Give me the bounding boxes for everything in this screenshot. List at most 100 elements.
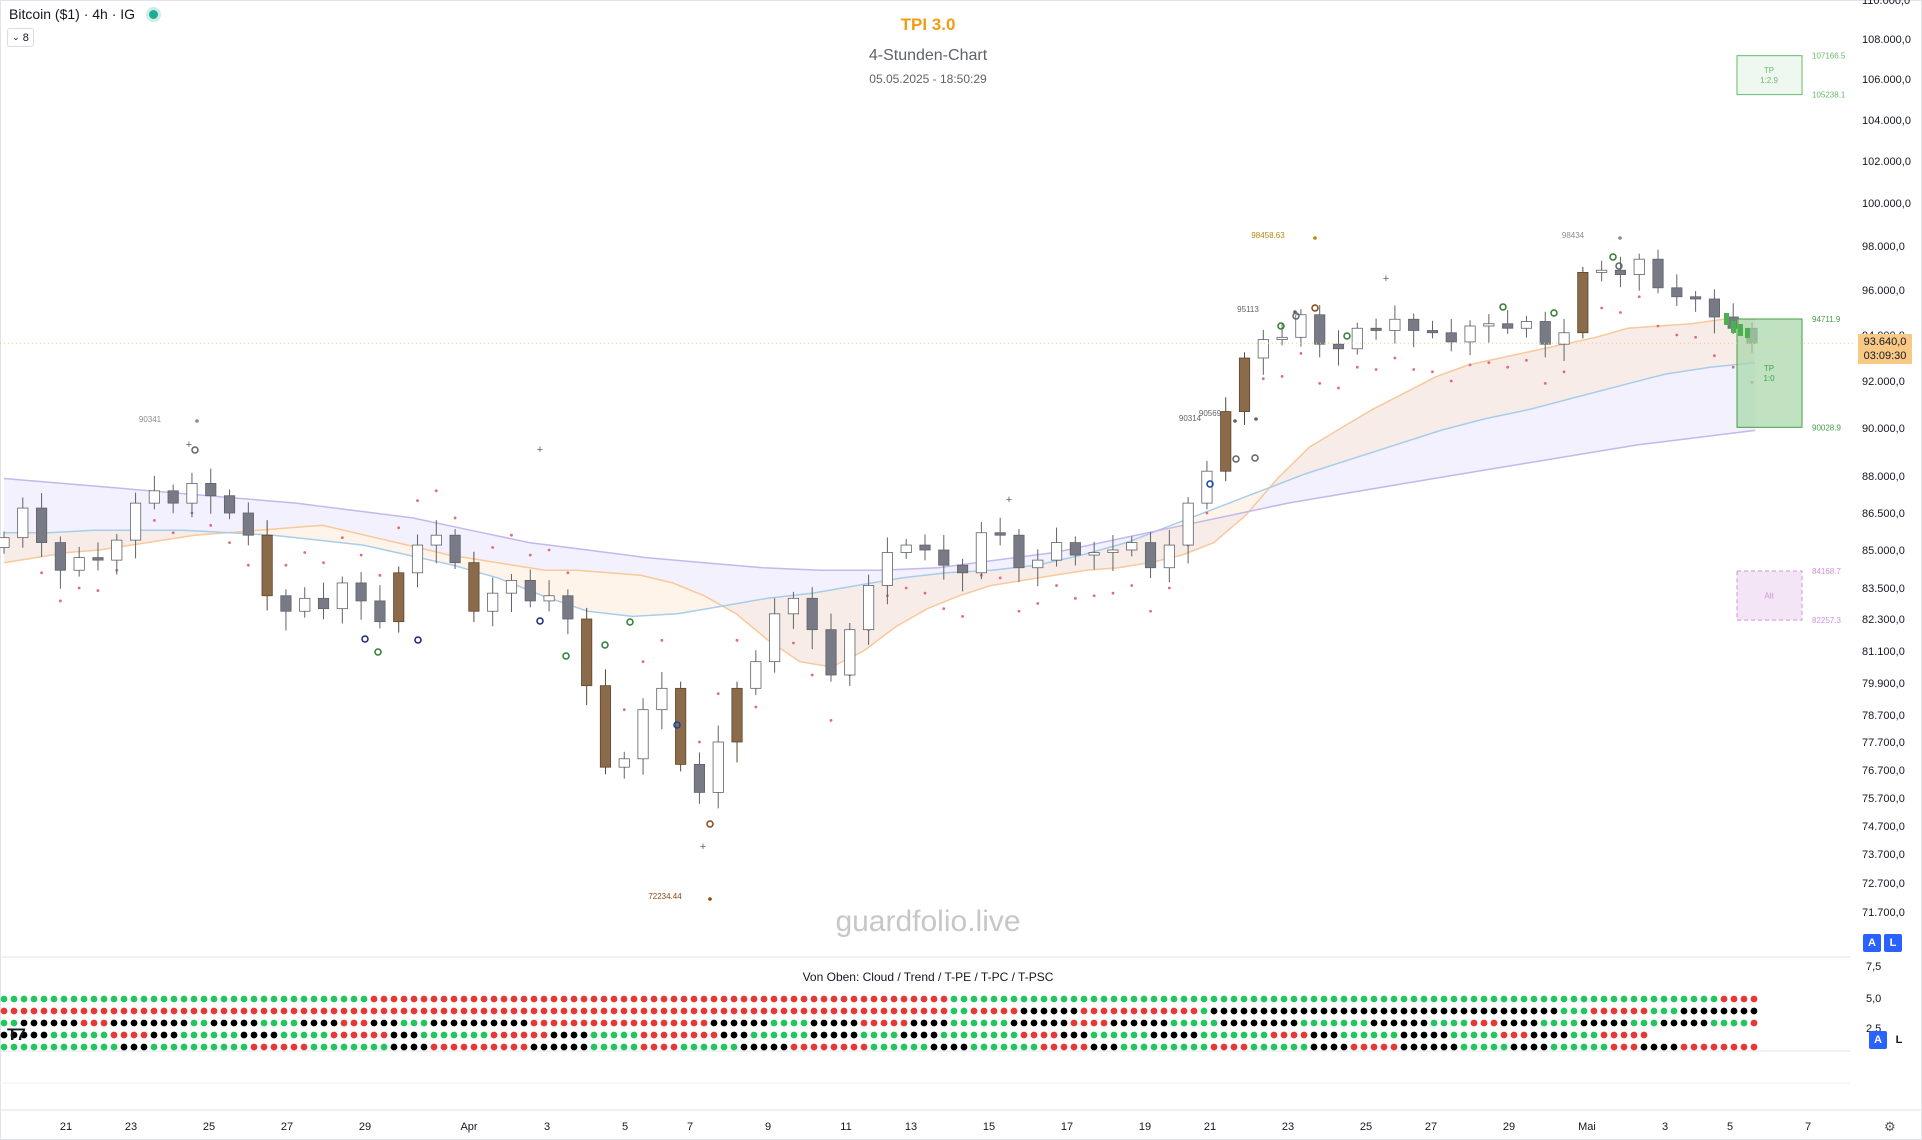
tradingview-logo[interactable]: T7 [7, 1025, 26, 1044]
indicator-dot [530, 1007, 538, 1015]
price-tick-label: 71.700,0 [1862, 907, 1905, 919]
indicator-dot [630, 1007, 638, 1015]
indicator-dot [240, 995, 248, 1003]
chart-title: TPI 3.0 [901, 15, 956, 34]
indicator-dot [1580, 995, 1588, 1003]
recent-signal-bar [1724, 313, 1729, 325]
indicator-dot [1120, 1031, 1128, 1039]
indicator-auto-scale-button[interactable]: A [1869, 1031, 1887, 1049]
indicator-dot [1460, 995, 1468, 1003]
indicator-dot [880, 995, 888, 1003]
indicator-dot [530, 995, 538, 1003]
candle-body [881, 552, 893, 586]
price-tick-label: 104.000,0 [1862, 115, 1911, 127]
indicator-dot [1590, 1007, 1598, 1015]
indicator-dot [620, 1019, 628, 1027]
indicator-dot [210, 1031, 218, 1039]
indicator-dot [1230, 1043, 1238, 1051]
indicator-dot [280, 1043, 288, 1051]
indicator-dot [890, 1031, 898, 1039]
signal-marker [414, 636, 422, 644]
indicator-dot [300, 1007, 308, 1015]
indicator-dot [0, 1043, 8, 1051]
indicator-dot [230, 1043, 238, 1051]
indicator-dot [1570, 1043, 1578, 1051]
candle-body [430, 534, 442, 546]
indicator-dot [1300, 995, 1308, 1003]
indicator-dot [590, 995, 598, 1003]
price-tick-label: 96.000,0 [1862, 285, 1905, 297]
candle-body [1201, 470, 1213, 504]
indicator-dot [860, 1007, 868, 1015]
signal-marker [706, 820, 714, 828]
indicator-dot [1600, 1019, 1608, 1027]
indicator-dot [0, 995, 8, 1003]
symbol-header[interactable]: Bitcoin ($1) · 4h · IG [9, 6, 159, 22]
candles [0, 249, 1758, 809]
indicator-dot [1470, 995, 1478, 1003]
indicator-dot [1140, 1031, 1148, 1039]
indicator-dot [460, 1019, 468, 1027]
indicator-dot [510, 1019, 518, 1027]
indicator-dot [540, 1043, 548, 1051]
indicator-dot [570, 1007, 578, 1015]
indicator-collapse-button[interactable]: ⌄ 8 [7, 28, 34, 47]
log-scale-button[interactable]: L [1884, 934, 1902, 952]
indicator-dot [1560, 1031, 1568, 1039]
indicator-dot [1180, 1043, 1188, 1051]
indicator-dot [1310, 1031, 1318, 1039]
indicator-log-scale-button[interactable]: L [1890, 1031, 1908, 1049]
indicator-dot [40, 1043, 48, 1051]
indicator-dot [1410, 1007, 1418, 1015]
indicator-dot [350, 995, 358, 1003]
indicator-dot [1550, 1019, 1558, 1027]
candle-body [205, 482, 217, 497]
indicator-dot [1600, 1031, 1608, 1039]
indicator-dot [600, 1031, 608, 1039]
indicator-dot [1620, 1043, 1628, 1051]
alt-box [1736, 570, 1803, 621]
indicator-dot [960, 995, 968, 1003]
indicator-dot [1010, 1043, 1018, 1051]
indicator-dot [680, 1031, 688, 1039]
indicator-dot [640, 1031, 648, 1039]
candle-body [1107, 549, 1119, 553]
candle-body [1013, 534, 1025, 569]
indicator-dot [1740, 995, 1748, 1003]
indicator-dot [340, 995, 348, 1003]
indicator-dot [1490, 1031, 1498, 1039]
indicator-dot [680, 1019, 688, 1027]
trailing-stop-dot [1205, 511, 1209, 515]
indicator-dot [20, 1031, 28, 1039]
indicator-dot [1510, 1043, 1518, 1051]
trailing-stop-dot [359, 553, 363, 557]
indicator-dot [1180, 995, 1188, 1003]
indicator-dot [1010, 1031, 1018, 1039]
candle-body [562, 595, 574, 620]
gear-icon[interactable]: ⚙ [1884, 1119, 1896, 1134]
symbol-title[interactable]: Bitcoin ($1) · 4h · IG [9, 6, 136, 22]
indicator-dot [1120, 1019, 1128, 1027]
candle-body [693, 764, 706, 793]
indicator-dot [550, 1043, 558, 1051]
indicator-dot [1620, 1031, 1628, 1039]
indicator-dot [80, 995, 88, 1003]
indicator-dot [390, 1007, 398, 1015]
indicator-dot [990, 995, 998, 1003]
indicator-dot [790, 1007, 798, 1015]
indicator-dot [1100, 1043, 1108, 1051]
indicator-dot [550, 1031, 558, 1039]
indicator-dot [170, 1019, 178, 1027]
indicator-dot [1460, 1007, 1468, 1015]
trailing-stop-dot [547, 548, 551, 552]
trailing-stop-dot [228, 541, 231, 544]
indicator-dot [430, 1019, 438, 1027]
auto-scale-button[interactable]: A [1863, 934, 1881, 952]
indicator-dot [1610, 1019, 1618, 1027]
indicator-dot [1130, 1043, 1138, 1051]
indicator-dot [280, 995, 288, 1003]
candle-body [731, 687, 743, 743]
indicator-dot [1400, 1007, 1408, 1015]
indicator-dot [780, 1019, 788, 1027]
